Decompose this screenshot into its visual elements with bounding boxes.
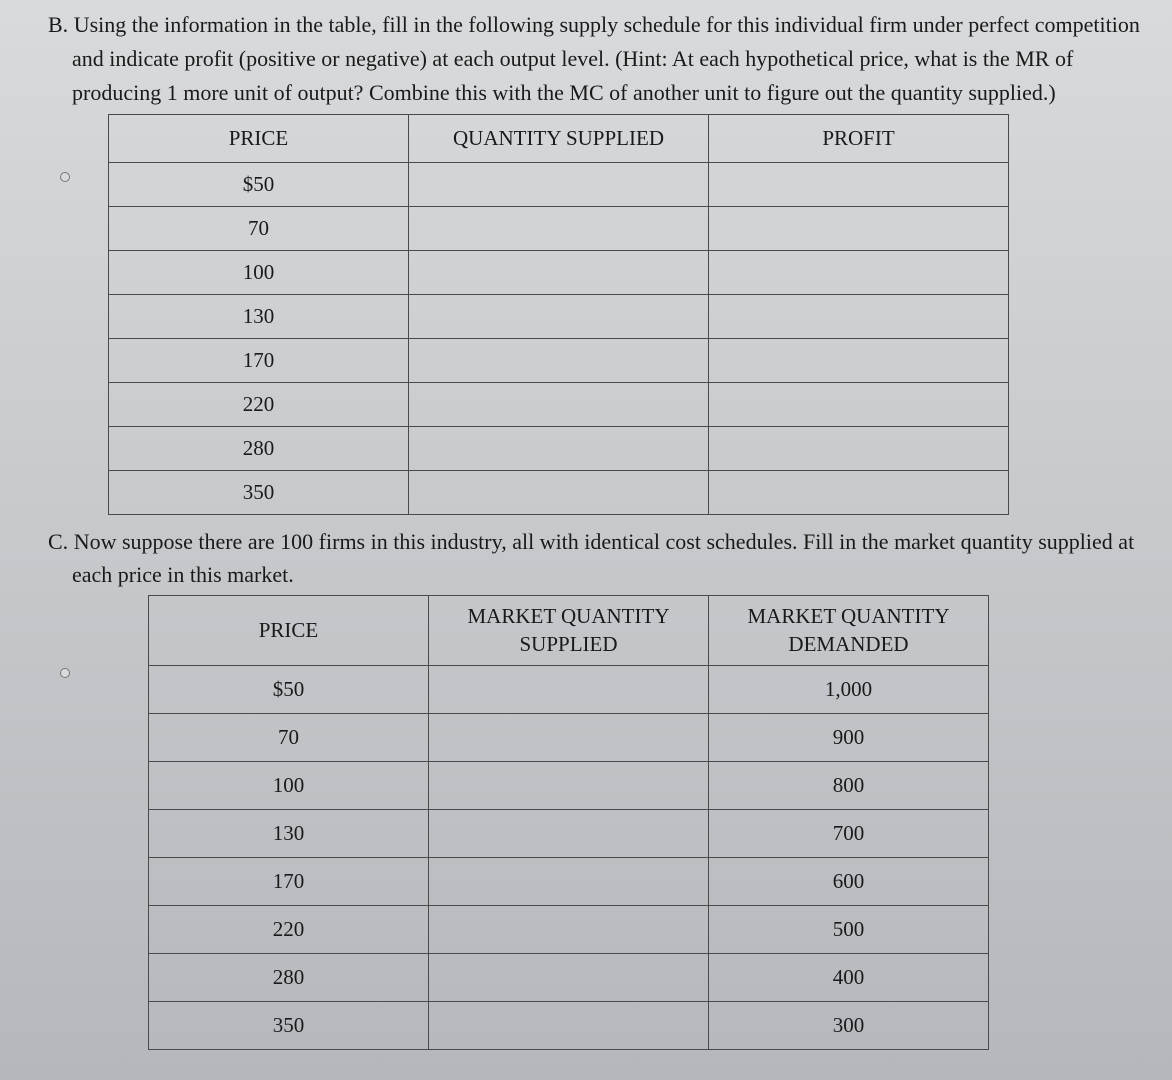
table-row: 220 500 [149,906,989,954]
col-profit: PROFIT [709,115,1009,163]
cell-mqd: 300 [709,1002,989,1050]
cell-qs [409,427,709,471]
cell-mqd: 600 [709,858,989,906]
cell-qs [409,295,709,339]
cell-mqd: 700 [709,810,989,858]
table-row: 70 900 [149,714,989,762]
cell-profit [709,339,1009,383]
cell-profit [709,471,1009,515]
cell-mqd: 900 [709,714,989,762]
cell-price: 100 [149,762,429,810]
table-header-row: PRICE QUANTITY SUPPLIED PROFIT [109,115,1009,163]
cell-qs [409,207,709,251]
cell-profit [709,207,1009,251]
header-line: SUPPLIED [429,631,708,658]
cell-profit [709,427,1009,471]
question-b-label: B. [48,12,68,37]
cell-price: 70 [149,714,429,762]
header-line: MARKET QUANTITY [709,603,988,630]
table-row: 100 800 [149,762,989,810]
radio-marker-icon [60,668,70,678]
col-price: PRICE [149,596,429,666]
header-line: PRICE [259,618,319,642]
table-row: 220 [109,383,1009,427]
col-price: PRICE [109,115,409,163]
cell-price: 130 [149,810,429,858]
cell-mqs [429,1002,709,1050]
cell-price: $50 [149,666,429,714]
question-b-text: B. Using the information in the table, f… [48,8,1142,110]
cell-mqd: 400 [709,954,989,1002]
cell-qs [409,163,709,207]
cell-qs [409,339,709,383]
cell-mqs [429,666,709,714]
question-c-body: Now suppose there are 100 firms in this … [72,529,1134,587]
table-row: $50 1,000 [149,666,989,714]
radio-marker-icon [60,172,70,182]
cell-price: 350 [109,471,409,515]
cell-profit [709,251,1009,295]
cell-mqs [429,714,709,762]
cell-qs [409,383,709,427]
cell-mqd: 1,000 [709,666,989,714]
question-c-label: C. [48,529,68,554]
col-market-qd: MARKET QUANTITY DEMANDED [709,596,989,666]
cell-price: $50 [109,163,409,207]
cell-qs [409,251,709,295]
cell-mqd: 500 [709,906,989,954]
table-row: 130 700 [149,810,989,858]
cell-mqs [429,810,709,858]
cell-profit [709,383,1009,427]
cell-price: 280 [149,954,429,1002]
cell-mqd: 800 [709,762,989,810]
cell-price: 100 [109,251,409,295]
cell-price: 170 [109,339,409,383]
cell-mqs [429,858,709,906]
table-row: 70 [109,207,1009,251]
supply-schedule-table: PRICE QUANTITY SUPPLIED PROFIT $50 70 10… [108,114,1009,515]
cell-price: 220 [109,383,409,427]
header-line: DEMANDED [709,631,988,658]
table-header-row: PRICE MARKET QUANTITY SUPPLIED MARKET QU… [149,596,989,666]
cell-mqs [429,906,709,954]
table-row: $50 [109,163,1009,207]
cell-price: 280 [109,427,409,471]
col-quantity-supplied: QUANTITY SUPPLIED [409,115,709,163]
table-row: 170 [109,339,1009,383]
cell-qs [409,471,709,515]
market-supply-table: PRICE MARKET QUANTITY SUPPLIED MARKET QU… [148,595,989,1050]
table-row: 280 [109,427,1009,471]
table-row: 280 400 [149,954,989,1002]
col-market-qs: MARKET QUANTITY SUPPLIED [429,596,709,666]
cell-price: 170 [149,858,429,906]
cell-mqs [429,762,709,810]
table-row: 100 [109,251,1009,295]
cell-price: 70 [109,207,409,251]
cell-mqs [429,954,709,1002]
cell-price: 130 [109,295,409,339]
cell-profit [709,163,1009,207]
table-row: 350 300 [149,1002,989,1050]
table-row: 350 [109,471,1009,515]
cell-profit [709,295,1009,339]
question-b-body: Using the information in the table, fill… [72,12,1140,105]
cell-price: 350 [149,1002,429,1050]
question-c-text: C. Now suppose there are 100 firms in th… [48,525,1142,591]
table-row: 170 600 [149,858,989,906]
table-row: 130 [109,295,1009,339]
cell-price: 220 [149,906,429,954]
header-line: MARKET QUANTITY [429,603,708,630]
